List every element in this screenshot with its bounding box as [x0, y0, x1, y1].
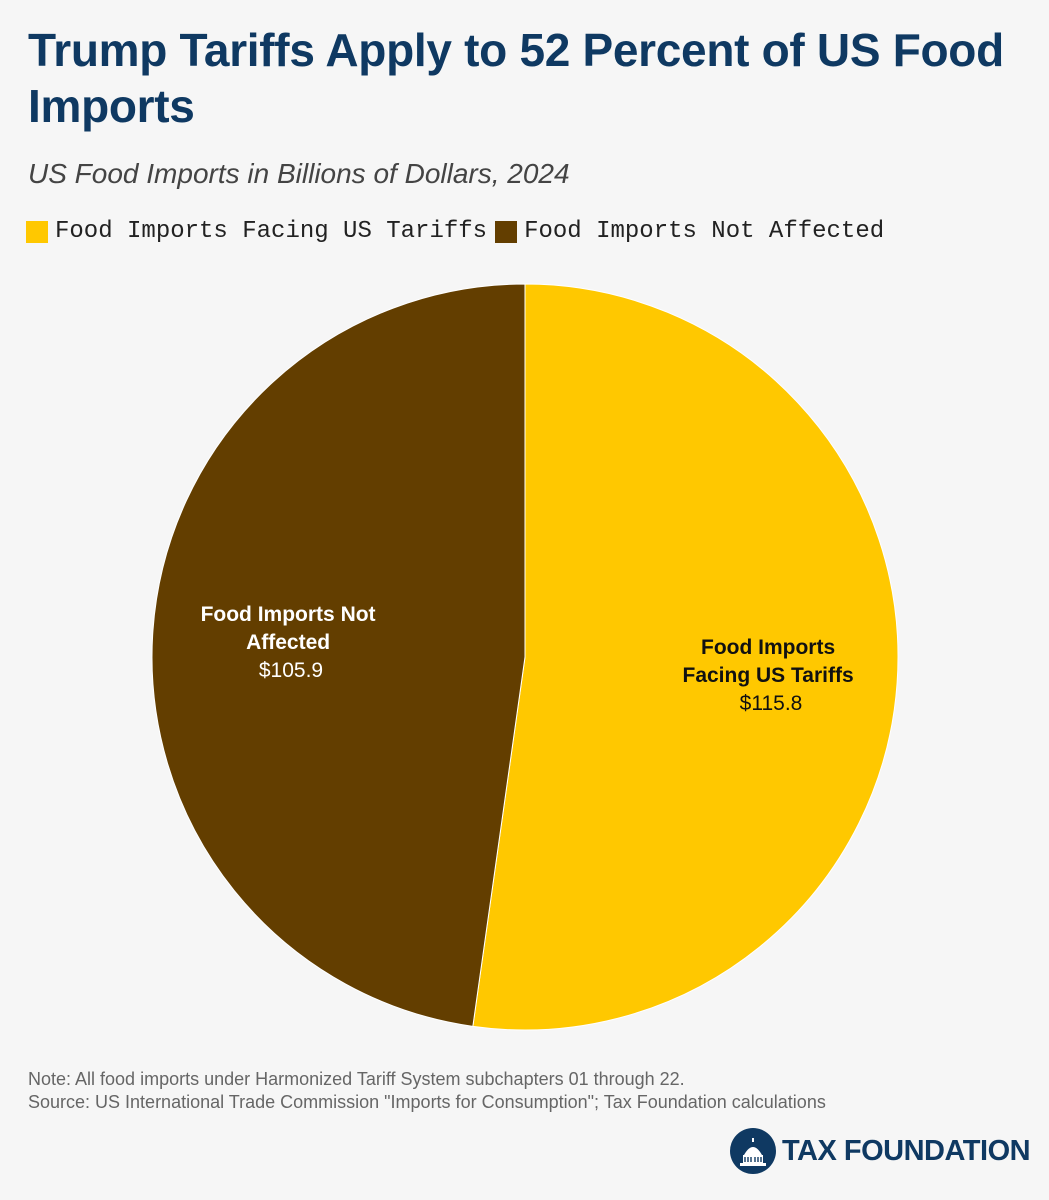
source-text: Source: US International Trade Commissio… — [28, 1092, 826, 1112]
legend-label-tariffs: Food Imports Facing US Tariffs — [55, 218, 488, 245]
footnote: Note: All food imports under Harmonized … — [28, 1068, 826, 1114]
slice-label-tariffs: Food Imports Facing US Tariffs $115.8 — [683, 636, 860, 715]
pie-slice-tariffs — [472, 283, 899, 1031]
slice-value-tariffs: $115.8 — [740, 692, 803, 715]
slice-label-tariffs-line1: Food Imports — [701, 636, 835, 659]
legend-item-tariffs: Food Imports Facing US Tariffs — [26, 218, 487, 245]
pie-slice-not-affected — [151, 283, 526, 1027]
brand-logo: TAX FOUNDATION — [730, 1128, 1031, 1174]
chart-subtitle: US Food Imports in Billions of Dollars, … — [28, 158, 570, 189]
slice-value-not-affected: $105.9 — [259, 659, 323, 682]
slice-label-not-affected-line2: Affected — [246, 631, 330, 654]
legend-label-not-affected: Food Imports Not Affected — [524, 218, 885, 245]
legend: Food Imports Facing US Tariffs Food Impo… — [26, 218, 892, 245]
capitol-dome-icon — [730, 1128, 776, 1174]
chart-title: Trump Tariffs Apply to 52 Percent of US … — [28, 24, 1004, 132]
legend-item-not-affected: Food Imports Not Affected — [495, 218, 884, 245]
slice-label-not-affected-line1: Food Imports Not — [201, 603, 376, 626]
slice-label-not-affected: Food Imports Not Affected $105.9 — [201, 603, 382, 682]
slice-label-tariffs-line2: Facing US Tariffs — [683, 664, 854, 687]
legend-swatch-not-affected — [495, 220, 518, 243]
legend-swatch-tariffs — [26, 220, 48, 243]
brand-name: TAX FOUNDATION — [782, 1134, 1031, 1167]
note-text: Note: All food imports under Harmonized … — [28, 1069, 685, 1089]
